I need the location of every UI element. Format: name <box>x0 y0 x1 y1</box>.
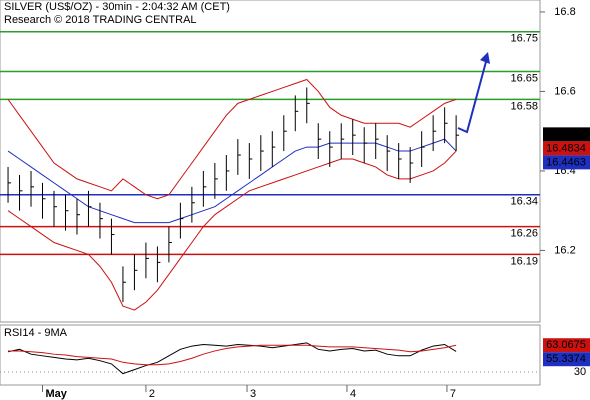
chart-subtitle: Research © 2018 TRADING CENTRAL <box>4 14 197 26</box>
x-tick-label: 2 <box>149 388 155 400</box>
level-label: 16.75 <box>510 33 538 45</box>
price-tag <box>543 155 590 170</box>
y-tick-label: 16.8 <box>554 6 575 18</box>
indicator-line <box>8 344 457 366</box>
x-tick-label: 7 <box>450 388 456 400</box>
price-tag-label: 16.4463 <box>546 156 586 168</box>
price-tag-label: 16.4834 <box>546 142 586 154</box>
x-tick-label: 4 <box>350 388 356 400</box>
x-tick-label: May <box>46 388 68 400</box>
indicator-line <box>7 78 457 200</box>
price-tag <box>543 141 590 156</box>
rsi-panel <box>0 324 541 386</box>
level-label: 16.65 <box>510 72 538 84</box>
indicator-line <box>7 342 457 375</box>
rsi-tag-label: 63.0675 <box>546 339 586 351</box>
forecast-arrow <box>457 57 488 134</box>
level-label: 16.34 <box>510 196 538 208</box>
level-label: 16.19 <box>510 255 538 267</box>
level-label: 16.26 <box>510 227 538 239</box>
indicator-line <box>7 150 457 311</box>
price-tag-label: 16.492 <box>549 128 583 140</box>
rsi-tag <box>543 352 590 367</box>
y-tick-label: 16.2 <box>554 244 575 256</box>
level-label: 16.58 <box>510 100 538 112</box>
indicator-line <box>7 138 457 224</box>
x-tick-label: 3 <box>250 388 256 400</box>
rsi-title: RSI14 - 9MA <box>4 327 68 339</box>
y-tick-label: 30 <box>574 366 586 378</box>
price-panel <box>0 0 541 323</box>
arrow-head <box>480 52 490 64</box>
rsi-tag-label: 55.3374 <box>546 353 586 365</box>
price-tag <box>543 127 590 142</box>
rsi-tag <box>543 338 590 353</box>
y-tick-label: 16.6 <box>554 85 575 97</box>
chart-title: SILVER (US$/OZ) - 30min - 2:04:32 AM (CE… <box>4 1 230 13</box>
